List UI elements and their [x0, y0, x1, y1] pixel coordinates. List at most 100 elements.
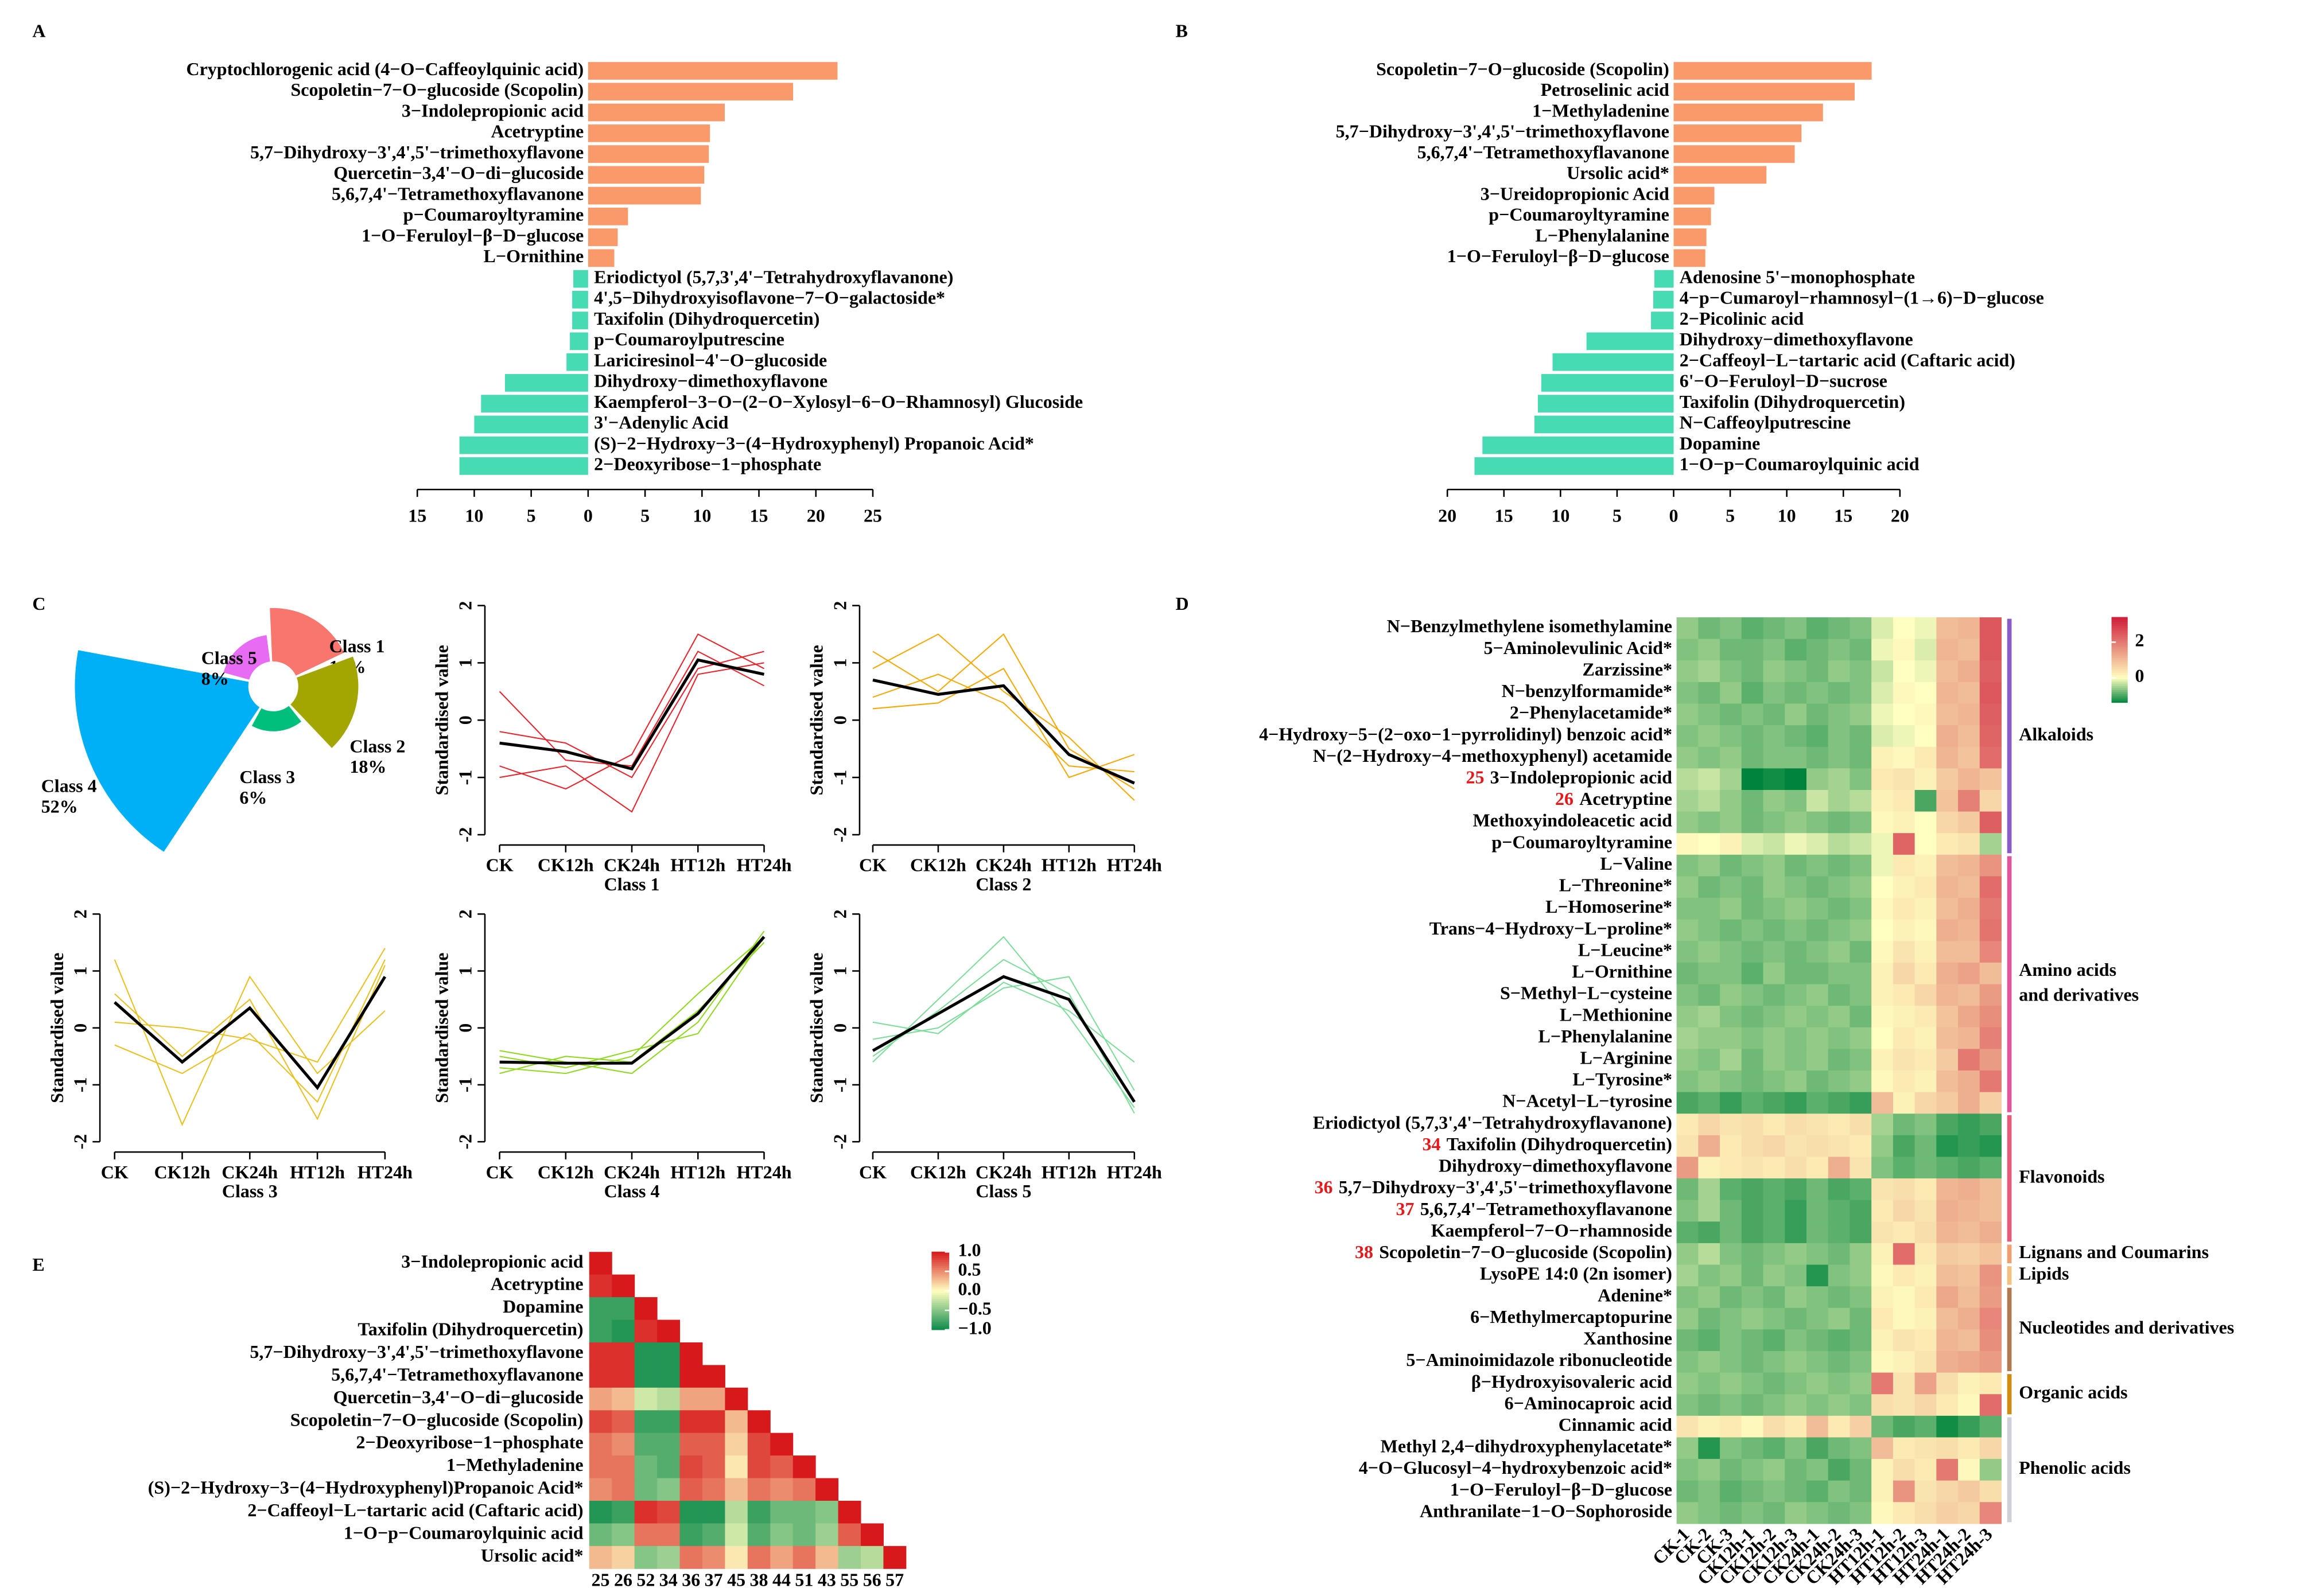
- heat-cell: [1871, 919, 1894, 941]
- heat-cell: [1741, 1092, 1764, 1114]
- heat-cell: [1741, 1157, 1764, 1179]
- row-label: Acetryptine: [1579, 788, 1672, 809]
- corr-cell: [747, 1455, 771, 1479]
- row-label: L−Leucine*: [1578, 939, 1672, 960]
- heat-cell: [1698, 833, 1720, 855]
- y-axis-title: Standardised value: [806, 645, 827, 795]
- corr-cell: [657, 1410, 681, 1434]
- heat-cell: [1720, 1307, 1742, 1330]
- heat-cell: [1828, 1200, 1850, 1222]
- heat-cell: [1698, 1502, 1720, 1524]
- heat-cell: [1763, 660, 1785, 683]
- heat-cell: [1958, 941, 1980, 963]
- heat-cell: [1676, 725, 1699, 748]
- row-label: L−Valine: [1600, 853, 1672, 874]
- heat-cell: [1914, 833, 1937, 855]
- member-line: [114, 959, 386, 1103]
- corr-cell: [589, 1297, 612, 1321]
- heat-cell: [1741, 854, 1764, 877]
- bar: [570, 332, 588, 351]
- corr-cell: [702, 1410, 725, 1434]
- member-line: [872, 982, 1135, 1063]
- bar: [459, 436, 588, 454]
- bar: [505, 374, 588, 392]
- heat-cell: [1698, 768, 1720, 791]
- heat-cell: [1763, 898, 1785, 920]
- heat-cell: [1828, 746, 1850, 769]
- corr-cell: [634, 1365, 658, 1388]
- heat-cell: [1893, 1178, 1916, 1201]
- rose-wedge: [270, 608, 344, 676]
- heat-cell: [1806, 833, 1829, 855]
- y-tick-label: -1: [830, 1077, 850, 1093]
- heat-cell: [1893, 962, 1916, 985]
- y-tick-label: 2: [830, 601, 850, 610]
- heat-cell: [1698, 854, 1720, 877]
- heat-cell: [1828, 941, 1850, 963]
- colorbar-step: [2111, 629, 2128, 633]
- y-tick-label: 1: [455, 967, 476, 976]
- heat-cell: [1871, 1372, 1894, 1395]
- heat-cell: [1871, 1415, 1894, 1438]
- heat-cell: [1741, 1286, 1764, 1309]
- heat-cell: [1676, 703, 1699, 726]
- heat-cell: [1979, 1264, 2002, 1287]
- corr-cell: [792, 1523, 816, 1547]
- heat-cell: [1871, 639, 1894, 661]
- x-tick-label: CK: [486, 1162, 514, 1182]
- heat-cell: [1741, 1329, 1764, 1352]
- corr-cell: [838, 1500, 861, 1524]
- heat-cell: [1828, 898, 1850, 920]
- bar-label: p−Coumaroyltyramine: [1489, 204, 1669, 225]
- heat-cell: [1720, 1157, 1742, 1179]
- bar-label: Acetryptine: [491, 121, 584, 142]
- heat-cell: [1720, 1114, 1742, 1136]
- corr-cell: [589, 1252, 612, 1275]
- heat-cell: [1871, 1157, 1894, 1179]
- heat-cell: [1741, 811, 1764, 834]
- row-label: Taxifolin (Dihydroquercetin): [1447, 1134, 1672, 1154]
- member-line: [872, 674, 1134, 773]
- heat-cell: [1893, 1351, 1916, 1373]
- y-tick-label: 1: [830, 967, 850, 976]
- heat-cell: [1720, 1502, 1742, 1524]
- heat-cell: [1698, 1307, 1720, 1330]
- y-tick-label: -2: [455, 1134, 476, 1150]
- heat-cell: [1958, 1394, 1980, 1416]
- heat-cell: [1698, 941, 1720, 963]
- y-tick-label: 0: [70, 1023, 91, 1033]
- row-label: Cinnamic acid: [1559, 1414, 1672, 1435]
- corr-cell: [634, 1500, 658, 1524]
- heat-cell: [1936, 1243, 1959, 1266]
- bar-label: 5,6,7,4'−Tetramethoxyflavanone: [1417, 142, 1669, 162]
- heat-cell: [1785, 1092, 1807, 1114]
- x-tick-label: 5: [640, 505, 650, 525]
- colorbar-step: [2111, 670, 2128, 674]
- heat-cell: [1850, 1372, 1872, 1395]
- heat-cell: [1893, 1221, 1916, 1244]
- x-tick-label: 0: [584, 505, 593, 525]
- heat-cell: [1806, 1178, 1829, 1201]
- heat-cell: [1828, 1178, 1850, 1201]
- heat-cell: [1936, 725, 1959, 748]
- corr-cell: [657, 1455, 681, 1479]
- bar-label: Lariciresinol−4'−O−glucoside: [594, 349, 827, 370]
- heat-cell: [1893, 1264, 1916, 1287]
- heat-cell: [1785, 1372, 1807, 1395]
- column-id: 36: [682, 1570, 700, 1590]
- heat-cell: [1828, 682, 1850, 704]
- heat-cell: [1698, 1006, 1720, 1028]
- x-tick-label: CK12h: [910, 855, 966, 875]
- heat-cell: [1720, 725, 1742, 748]
- colorbar-step: [931, 1311, 950, 1315]
- heat-cell: [1741, 1394, 1764, 1416]
- colorbar-step: [931, 1259, 950, 1262]
- corr-cell: [634, 1319, 658, 1343]
- heat-cell: [1893, 811, 1916, 834]
- heat-cell: [1914, 1307, 1937, 1330]
- heat-cell: [1871, 941, 1894, 963]
- colorbar-step: [931, 1254, 950, 1256]
- heat-cell: [1720, 1006, 1742, 1028]
- heat-cell: [1720, 768, 1742, 791]
- heat-cell: [1763, 1329, 1785, 1352]
